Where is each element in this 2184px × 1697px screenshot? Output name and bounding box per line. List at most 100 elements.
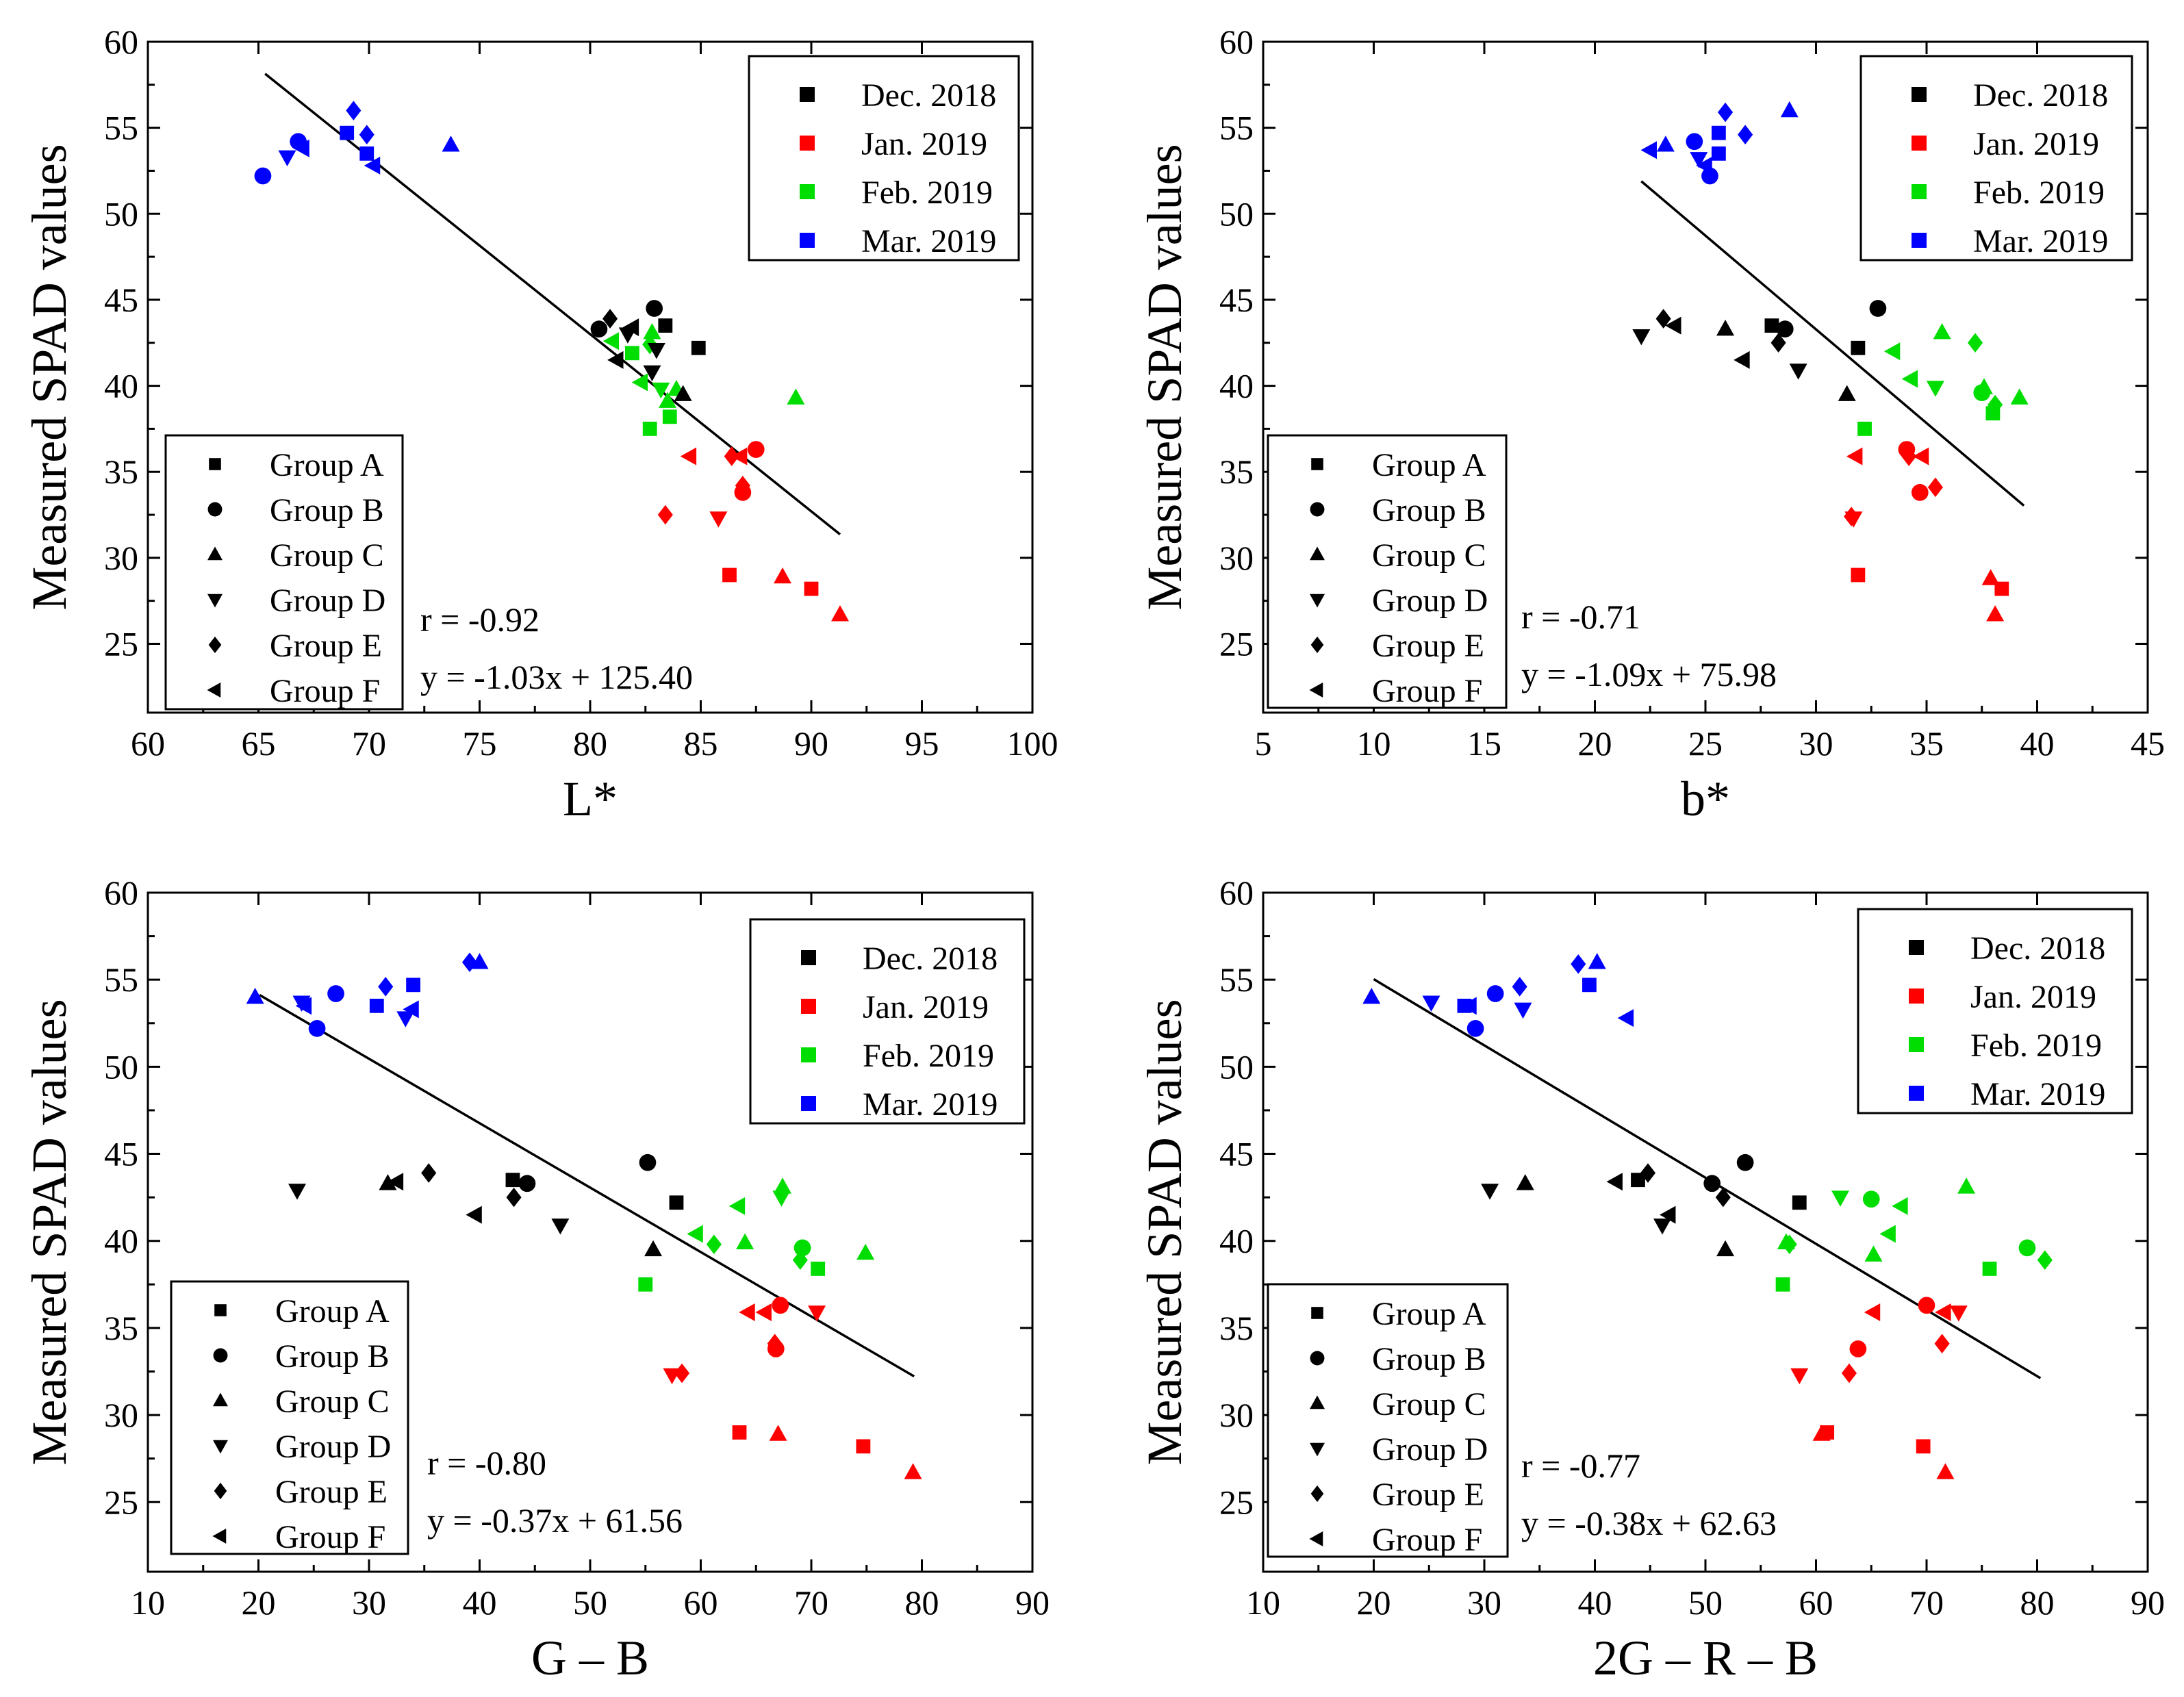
- y-axis-title: Measured SPAD values: [1137, 144, 1192, 610]
- data-point: [747, 441, 765, 458]
- legend-month-label: Feb. 2019: [1970, 1028, 2102, 1064]
- legend-group-label: Group E: [270, 628, 382, 664]
- data-point: [657, 505, 673, 525]
- x-tick-label: 90: [794, 724, 828, 763]
- data-point: [1968, 333, 1983, 353]
- data-point: [652, 382, 670, 399]
- data-point: [1883, 342, 1901, 361]
- regression-equation: y = -0.38x + 62.63: [1521, 1504, 1777, 1542]
- month-legend: Dec. 2018 Jan. 2019 Feb. 2019 Mar. 2019: [748, 55, 1020, 261]
- data-point: [1985, 406, 2001, 421]
- data-point: [1862, 1190, 1880, 1208]
- x-tick-label: 30: [1799, 724, 1833, 763]
- y-tick-label: 45: [1219, 281, 1254, 319]
- data-point: [518, 1175, 536, 1192]
- legend-group-label: Group D: [275, 1429, 391, 1465]
- data-point: [1933, 323, 1951, 340]
- data-point: [722, 567, 737, 583]
- x-tick-label: 75: [463, 724, 497, 763]
- data-point: [1916, 1439, 1931, 1454]
- data-point: [1981, 569, 2000, 585]
- y-tick-label: 30: [104, 539, 138, 577]
- x-tick-label: 60: [1799, 1583, 1833, 1622]
- data-point: [1935, 1303, 1951, 1322]
- legend-group-label: Group B: [270, 492, 384, 528]
- data-point: [1864, 1303, 1881, 1322]
- data-point: [1844, 511, 1863, 528]
- data-point: [691, 340, 706, 355]
- data-point: [1653, 1218, 1672, 1235]
- data-point: [739, 1303, 755, 1322]
- month-legend-box: [748, 55, 1020, 261]
- data-point: [1911, 484, 1929, 501]
- legend-swatch: [1912, 136, 1927, 151]
- y-tick-label: 40: [104, 1222, 138, 1260]
- data-point: [639, 1153, 657, 1171]
- legend-group-label: Group B: [1372, 492, 1486, 528]
- x-tick-label: 40: [463, 1583, 497, 1622]
- legend-marker: [214, 1482, 227, 1500]
- regression-equation: y = -1.03x + 125.40: [420, 658, 693, 696]
- data-point: [590, 320, 608, 337]
- legend-swatch: [1909, 1037, 1924, 1052]
- x-axis-title: G – B: [531, 1631, 649, 1685]
- regression-line: [1640, 180, 2025, 507]
- legend-month-label: Dec. 2018: [1973, 77, 2108, 114]
- legend-month-label: Feb. 2019: [1973, 175, 2105, 211]
- x-tick-label: 70: [352, 724, 386, 763]
- data-point: [1864, 1245, 1883, 1262]
- data-point: [1857, 421, 1872, 436]
- legend-group-label: Group A: [270, 447, 384, 483]
- data-point: [1926, 381, 1944, 397]
- y-tick-label: 50: [104, 1047, 138, 1086]
- data-point: [642, 421, 657, 436]
- legend-swatch: [800, 136, 815, 151]
- data-point: [1831, 1190, 1850, 1207]
- data-point: [643, 365, 661, 382]
- data-point: [387, 1173, 404, 1191]
- y-tick-label: 40: [1219, 1222, 1254, 1260]
- group-legend-box: [170, 1280, 409, 1555]
- legend-group-label: Group D: [1372, 1431, 1488, 1468]
- data-point: [1841, 1363, 1857, 1383]
- data-point: [1690, 152, 1708, 168]
- data-point: [856, 1243, 875, 1260]
- legend-swatch: [1909, 1086, 1924, 1101]
- data-point: [1927, 477, 1943, 498]
- x-tick-label: 80: [905, 1583, 939, 1622]
- legend-group-label: Group B: [275, 1338, 390, 1375]
- data-point: [1460, 997, 1477, 1015]
- data-point: [767, 1340, 785, 1357]
- data-point: [674, 1363, 690, 1383]
- legend-marker: [207, 594, 223, 608]
- legend-marker: [1309, 682, 1323, 698]
- legend-group-label: Group E: [1372, 1477, 1484, 1513]
- data-point: [1738, 125, 1753, 144]
- y-tick-label: 55: [1219, 109, 1254, 147]
- legend-marker: [207, 682, 221, 698]
- x-tick-label: 70: [1909, 1583, 1944, 1622]
- y-tick-label: 60: [1219, 23, 1254, 61]
- y-tick-label: 30: [1219, 1396, 1254, 1434]
- y-tick-label: 25: [1219, 624, 1254, 663]
- legend-swatch: [801, 999, 816, 1014]
- data-point: [1512, 977, 1527, 997]
- x-tick-label: 30: [352, 1583, 386, 1622]
- legend-swatch: [800, 233, 815, 248]
- group-legend-box: [164, 434, 404, 711]
- legend-marker: [207, 502, 223, 517]
- data-point: [804, 581, 819, 596]
- y-tick-label: 50: [104, 194, 138, 233]
- legend-group-label: Group E: [1372, 628, 1484, 664]
- data-point: [1711, 146, 1726, 161]
- x-tick-label: 10: [1246, 1583, 1280, 1622]
- data-point: [506, 1187, 522, 1208]
- data-point: [1655, 309, 1671, 329]
- y-tick-label: 40: [104, 367, 138, 405]
- x-tick-label: 5: [1255, 724, 1272, 763]
- data-point: [1486, 985, 1504, 1002]
- data-point: [736, 1233, 754, 1250]
- legend-group-label: Group A: [1372, 447, 1486, 483]
- legend-marker: [1309, 1531, 1323, 1546]
